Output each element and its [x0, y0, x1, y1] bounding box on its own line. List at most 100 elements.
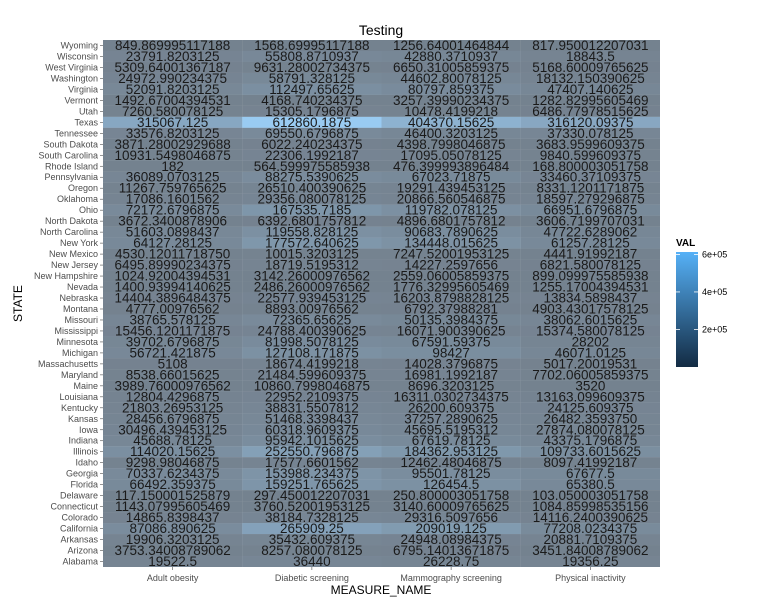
heatmap-cell — [520, 292, 660, 304]
heatmap-cell — [103, 556, 243, 567]
heatmap-cell — [381, 204, 521, 216]
cell-value-label: 8331.1201171875 — [536, 181, 644, 196]
cell-value-label: 8893.00976562 — [265, 301, 359, 316]
heatmap-cell — [520, 149, 660, 161]
heatmap-cell — [520, 61, 660, 73]
cell-value-label: 67677.5 — [566, 466, 615, 481]
heatmap-cell — [242, 237, 382, 249]
cell-value-label: 66492.359375 — [129, 477, 215, 492]
heatmap-cell — [520, 270, 660, 282]
heatmap-cell — [381, 237, 521, 249]
y-tick-label: Colorado — [61, 513, 98, 523]
heatmap-cell — [520, 259, 660, 271]
heatmap-cell — [381, 116, 521, 128]
heatmap-cell — [103, 347, 243, 359]
cell-value-label: 26200.609375 — [408, 400, 494, 415]
heatmap-cell — [242, 259, 382, 271]
heatmap-cell — [242, 127, 382, 139]
y-tick-label: Iowa — [79, 425, 98, 435]
y-tick-label: South Carolina — [38, 150, 98, 160]
heatmap-cell — [520, 391, 660, 403]
heatmap-cell — [242, 391, 382, 403]
heatmap-cell — [520, 435, 660, 447]
heatmap-cell — [103, 380, 243, 392]
x-tick-label: Mammography screening — [400, 573, 502, 583]
heatmap-cell — [381, 413, 521, 425]
heatmap-cell — [103, 50, 243, 62]
heatmap-cell — [242, 314, 382, 326]
cell-value-label: 177572.640625 — [265, 236, 359, 251]
heatmap-cell — [103, 40, 243, 51]
cell-value-label: 7247.52001953125 — [393, 247, 509, 262]
cell-value-label: 1568.69995117188 — [254, 38, 369, 53]
y-tick-label: North Dakota — [45, 216, 98, 226]
heatmap-cell — [103, 83, 243, 95]
x-tick-label: Physical inactivity — [555, 573, 626, 583]
cell-value-label: 10478.4199218 — [404, 104, 498, 119]
heatmap-cell — [242, 226, 382, 238]
cell-value-label: 4441.91992187 — [543, 247, 637, 262]
cell-value-label: 16203.8798828125 — [393, 291, 509, 306]
heatmap-cell — [381, 435, 521, 447]
cell-value-label: 65380.5 — [566, 477, 615, 492]
cell-value-label: 10015.3203125 — [265, 247, 359, 262]
heatmap-cell — [381, 248, 521, 260]
heatmap-cell — [103, 193, 243, 205]
y-tick-label: New Mexico — [49, 249, 98, 259]
heatmap-cell — [520, 40, 660, 51]
heatmap-cell — [103, 226, 243, 238]
heatmap-cell — [242, 446, 382, 458]
y-tick-label: New Jersey — [51, 260, 99, 270]
cell-value-label: 899.099975585938 — [532, 269, 648, 284]
heatmap-cell — [381, 314, 521, 326]
y-tick-label: Maine — [73, 381, 98, 391]
cell-value-label: 90683.7890625 — [404, 225, 498, 240]
heatmap-cell — [103, 116, 243, 128]
heatmap-cell — [103, 303, 243, 315]
cell-value-label: 18674.4199218 — [265, 356, 359, 371]
heatmap-cell — [520, 512, 660, 524]
heatmap-cell — [103, 545, 243, 557]
heatmap-cell — [520, 424, 660, 436]
heatmap-cell — [242, 40, 382, 51]
heatmap-cell — [242, 281, 382, 293]
heatmap-cell — [520, 215, 660, 227]
cell-value-label: 47722.6289062 — [543, 225, 637, 240]
cell-value-label: 315067.125 — [137, 115, 208, 130]
heatmap-cell — [520, 501, 660, 513]
cell-value-label: 77208.0234375 — [543, 521, 637, 536]
cell-value-label: 3257.39990234375 — [393, 93, 509, 108]
y-tick-label: New York — [60, 238, 99, 248]
cell-value-label: 38765.578125 — [129, 312, 215, 327]
cell-value-label: 849.869995117188 — [115, 38, 230, 53]
heatmap-cell — [242, 413, 382, 425]
cell-value-label: 24788.400390625 — [257, 323, 366, 338]
heatmap-cell — [242, 369, 382, 381]
heatmap-cell — [103, 534, 243, 546]
cell-value-label: 88275.5390625 — [265, 170, 359, 185]
cell-value-label: 250.800003051758 — [393, 488, 509, 503]
heatmap-cell — [242, 556, 382, 567]
cell-value-label: 64127.28125 — [133, 236, 212, 251]
heatmap-cell — [242, 303, 382, 315]
heatmap-cell — [103, 446, 243, 458]
cell-value-label: 26228.75 — [423, 554, 479, 569]
heatmap-cell — [103, 127, 243, 139]
heatmap-cell — [520, 457, 660, 469]
cell-value-label: 46400.3203125 — [404, 126, 498, 141]
cell-value-label: 4903.43017578125 — [532, 301, 648, 316]
cell-value-label: 3683.9599609375 — [536, 137, 645, 152]
cell-value-label: 19291.439453125 — [397, 181, 506, 196]
cell-value-label: 1084.85998535156 — [532, 499, 648, 514]
heatmap-cell — [381, 160, 521, 172]
y-tick-label: Utah — [79, 106, 98, 116]
heatmap-cell — [242, 72, 382, 84]
heatmap-cell — [381, 523, 521, 535]
cell-value-label: 81998.5078125 — [265, 334, 359, 349]
heatmap-cell — [242, 545, 382, 557]
cell-value-label: 17577.6601562 — [265, 455, 359, 470]
cell-value-label: 3451.84008789062 — [532, 543, 648, 558]
heatmap-cell — [381, 215, 521, 227]
heatmap-cell — [520, 490, 660, 502]
y-axis-title: STATE — [11, 285, 25, 322]
